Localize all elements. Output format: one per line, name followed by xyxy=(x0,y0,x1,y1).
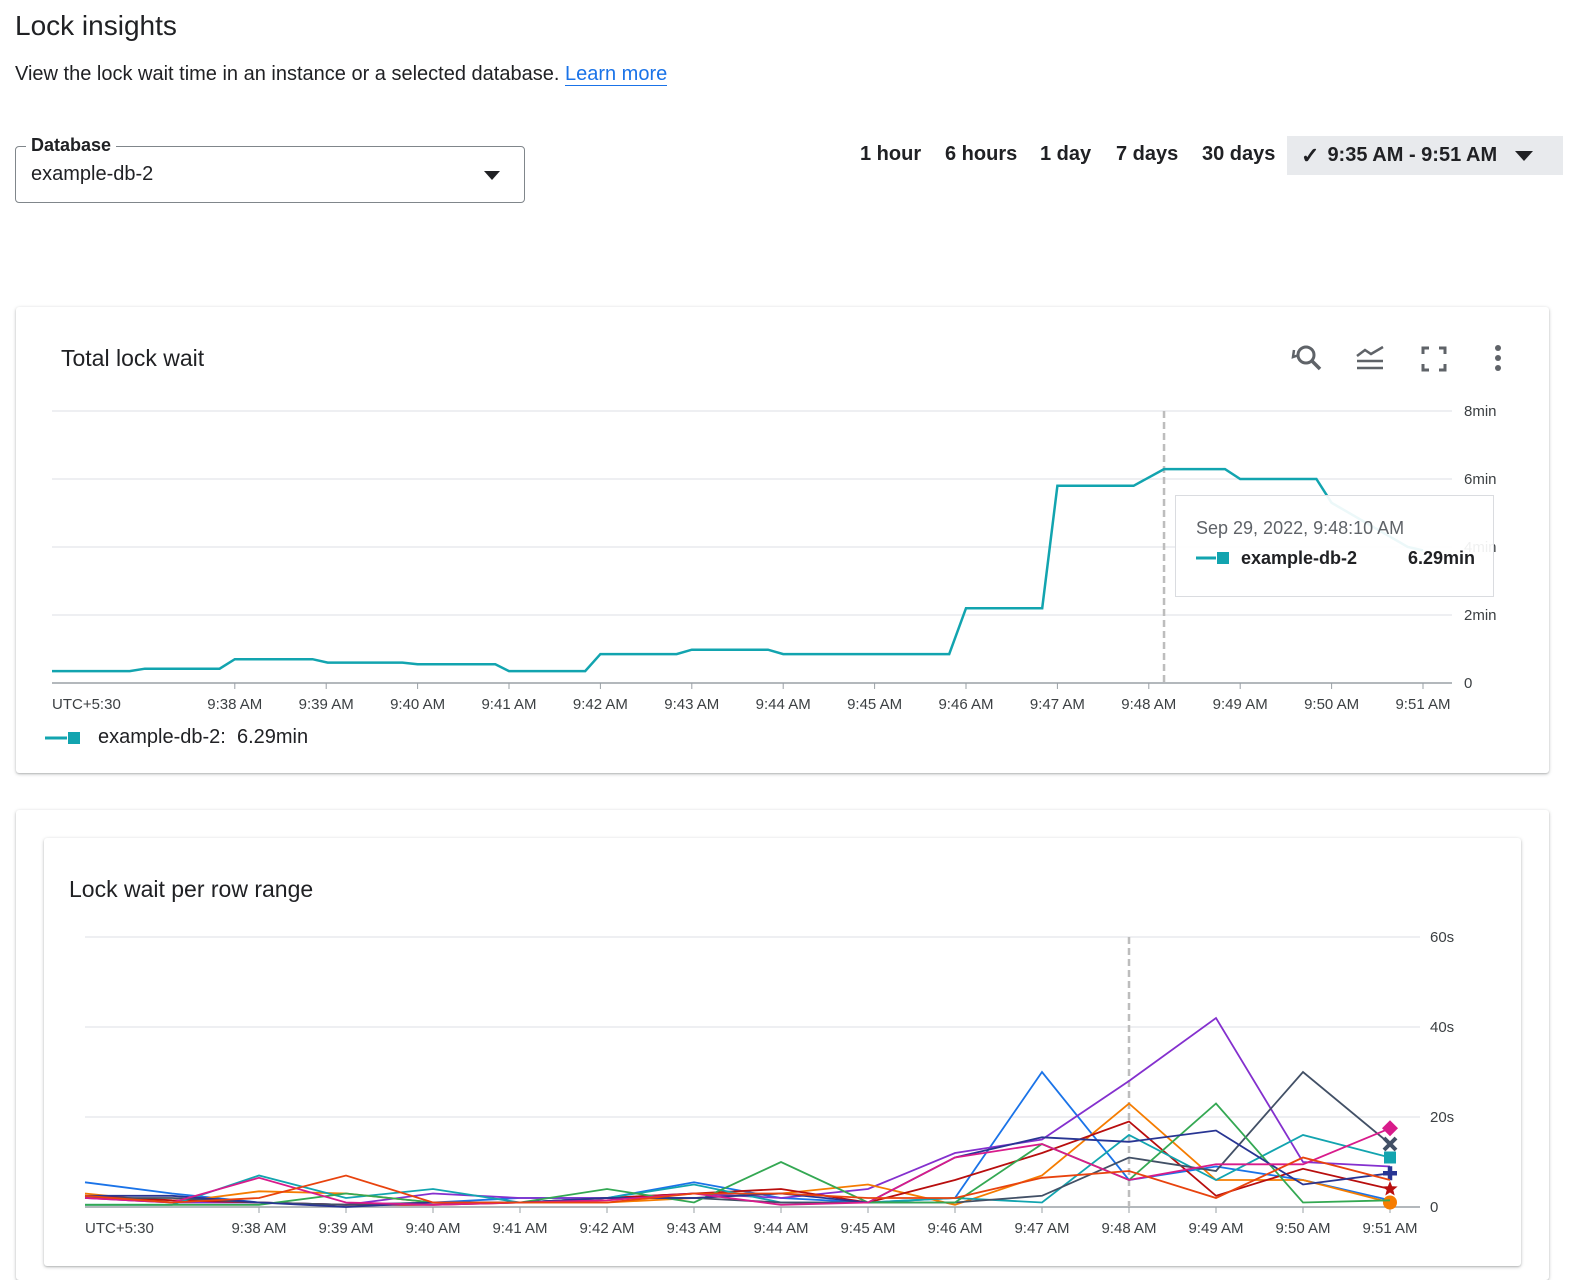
more-vert-icon[interactable] xyxy=(1490,344,1506,374)
zoom-reset-icon[interactable] xyxy=(1288,342,1324,374)
series-swatch-icon xyxy=(45,731,80,744)
tooltip-time: Sep 29, 2022, 9:48:10 AM xyxy=(1196,518,1405,538)
chart-legend[interactable]: example-db-2: 6.29min xyxy=(45,726,308,749)
check-icon: ✓ xyxy=(1301,142,1320,168)
page-subtitle: View the lock wait time in an instance o… xyxy=(15,63,668,86)
fullscreen-icon[interactable] xyxy=(1421,346,1447,372)
page-title: Lock insights xyxy=(15,10,177,41)
chart-title: Total lock wait xyxy=(61,345,205,371)
chart-tooltip: Sep 29, 2022, 9:48:10 AM example-db-2 6.… xyxy=(1175,495,1494,597)
dropdown-arrow-icon xyxy=(484,171,500,180)
database-select-value: example-db-2 xyxy=(31,163,154,185)
chart-title: Lock wait per row range xyxy=(69,876,314,902)
custom-range-button[interactable]: ✓ 9:35 AM - 9:51 AM xyxy=(1287,136,1563,175)
series-swatch-icon xyxy=(1196,552,1229,564)
legend-toggle-icon[interactable] xyxy=(1355,344,1385,372)
tooltip-value: 6.29min xyxy=(1407,548,1475,568)
range-1-day-button[interactable]: 1 day xyxy=(1040,143,1092,165)
legend-entry: example-db-2: 6.29min xyxy=(98,726,309,748)
tooltip-series-name: example-db-2 xyxy=(1241,548,1358,568)
subtitle-text: View the lock wait time in an instance o… xyxy=(15,63,560,85)
learn-more-link[interactable]: Learn more xyxy=(564,63,668,86)
range-30-days-button[interactable]: 30 days xyxy=(1202,143,1276,165)
range-7-days-button[interactable]: 7 days xyxy=(1116,143,1179,165)
range-6-hours-button[interactable]: 6 hours xyxy=(945,143,1018,165)
range-1-hour-button[interactable]: 1 hour xyxy=(860,143,922,165)
database-select-label: Database xyxy=(26,135,117,156)
custom-range-label: 9:35 AM - 9:51 AM xyxy=(1327,144,1498,166)
database-select[interactable]: example-db-2 xyxy=(15,146,525,203)
dropdown-arrow-icon xyxy=(1515,150,1534,161)
